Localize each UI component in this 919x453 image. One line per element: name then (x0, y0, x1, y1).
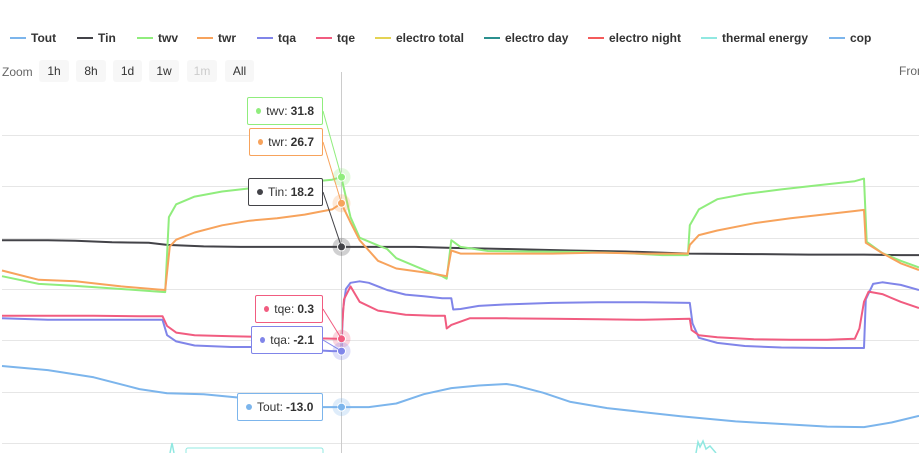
tooltip-value: -2.1 (293, 333, 314, 347)
tooltip-connector (322, 339, 342, 352)
series-line-tout (1, 365, 919, 429)
tooltip-value: 26.7 (290, 135, 314, 149)
legend-label: twv (158, 31, 179, 45)
legend-item-tqa[interactable]: tqa (257, 27, 296, 49)
legend-item-tin[interactable]: Tin (77, 27, 116, 49)
thermal-energy-tooltip-fragment (185, 447, 324, 453)
gridlines (2, 135, 919, 444)
tooltip-connector (322, 110, 342, 178)
tooltip-dot (257, 189, 263, 195)
tooltip-label: Tout: (257, 400, 284, 414)
tooltip-dot (258, 139, 264, 145)
series-line-twr (1, 202, 919, 291)
legend-swatch (137, 37, 153, 39)
legend-swatch (197, 37, 213, 39)
series-line-tqa (1, 280, 919, 353)
tooltip-connector (322, 141, 342, 204)
tooltip-label: twr: (268, 135, 288, 149)
legend-label: electro day (505, 31, 569, 45)
tooltip-connector (322, 191, 342, 248)
legend-swatch (257, 37, 273, 39)
legend-label: Tout (31, 31, 57, 45)
tooltip-dot (246, 404, 252, 410)
legend-label: electro total (396, 31, 465, 45)
legend-swatch (829, 37, 845, 39)
legend-swatch (10, 37, 26, 39)
tooltip-tqa: tqa: -2.1 (251, 326, 323, 354)
legend-swatch (588, 37, 604, 39)
tooltip-tin: Tin: 18.2 (248, 178, 323, 206)
legend-label: tqa (278, 31, 296, 45)
zoom-button-1h[interactable]: 1h (39, 60, 69, 82)
legend-item-electro-total[interactable]: electro total (375, 27, 464, 49)
tooltip-value: 18.2 (290, 185, 314, 199)
series-line-twv (1, 176, 919, 294)
legend-item-tqe[interactable]: tqe (316, 27, 355, 49)
legend-label: electro night (609, 31, 682, 45)
zoom-button-1m: 1m (187, 60, 217, 82)
legend-item-electro-day[interactable]: electro day (484, 27, 568, 49)
chart-legend: Tout Tin twv twr tqa tqe electro total electro … (0, 27, 919, 49)
legend-item-twv[interactable]: twv (137, 27, 178, 49)
tooltip-label: twv: (266, 104, 288, 118)
zoom-button-1d[interactable]: 1d (113, 60, 142, 82)
tooltip-dot (256, 108, 262, 114)
zoom-button-1w[interactable]: 1w (149, 60, 179, 82)
tooltip-label: tqe: (274, 302, 295, 316)
tooltip-label: tqa: (270, 333, 291, 347)
legend-item-cop[interactable]: cop (829, 27, 871, 49)
legend-item-tout[interactable]: Tout (10, 27, 56, 49)
tooltip-connector (322, 308, 342, 340)
legend-swatch (701, 37, 717, 39)
legend-swatch (316, 37, 332, 39)
legend-item-twr[interactable]: twr (197, 27, 236, 49)
legend-swatch (484, 37, 500, 39)
legend-label: twr (218, 31, 236, 45)
series-line-tqe (2, 285, 919, 341)
zoom-button-all[interactable]: All (225, 60, 254, 82)
tooltip-dot (260, 337, 266, 343)
tooltip-dot (264, 306, 270, 312)
legend-swatch (77, 37, 93, 39)
zoom-label: Zoom (2, 65, 33, 79)
tooltip-value: 0.3 (297, 302, 314, 316)
legend-item-thermal-energy[interactable]: thermal energy (701, 27, 808, 49)
from-date-label: From (899, 64, 919, 78)
tooltip-tqe: tqe: 0.3 (255, 295, 323, 323)
legend-label: cop (850, 31, 872, 45)
tooltip-twr: twr: 26.7 (249, 128, 323, 156)
series-line-tin (2, 239, 919, 257)
tooltip-value: -13.0 (286, 400, 314, 414)
tooltip-value: 31.8 (290, 104, 314, 118)
thermal-energy-fragment (169, 442, 175, 453)
legend-label: tqe (337, 31, 355, 45)
tooltip-tout: Tout: -13.0 (237, 393, 323, 421)
tooltip-twv: twv: 31.8 (247, 97, 323, 125)
legend-label: Tin (98, 31, 116, 45)
legend-label: thermal energy (722, 31, 809, 45)
legend-swatch (375, 37, 391, 39)
tooltip-label: Tin: (268, 185, 288, 199)
thermal-energy-fragment (695, 439, 717, 453)
range-selector: Zoom 1h 8h 1d 1w 1m All From (0, 60, 919, 82)
legend-item-electro-night[interactable]: electro night (588, 27, 681, 49)
zoom-button-8h[interactable]: 8h (76, 60, 106, 82)
